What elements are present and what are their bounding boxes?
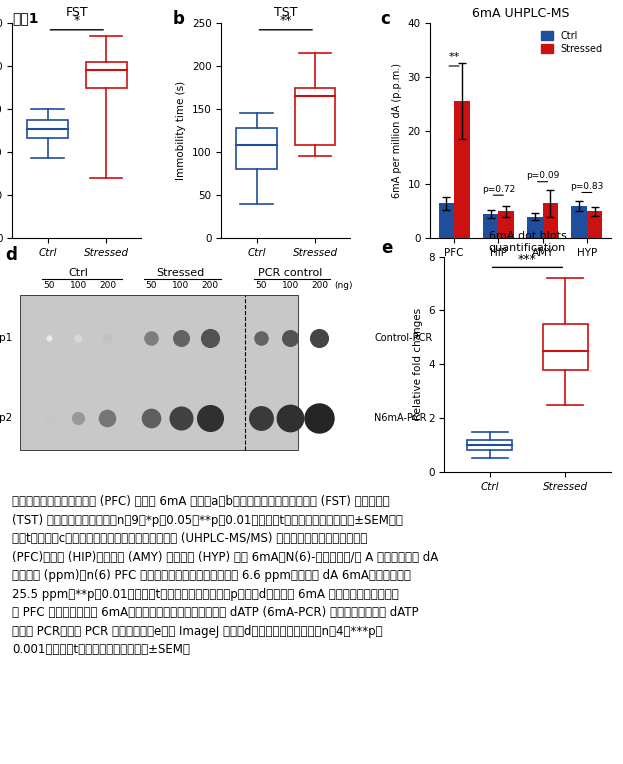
Bar	[498, 212, 514, 238]
Point	[103, 332, 113, 345]
Text: p=0.72: p=0.72	[482, 185, 515, 193]
Text: d: d	[5, 246, 17, 264]
Text: *: *	[74, 15, 80, 28]
Point	[176, 332, 186, 345]
Point	[74, 412, 83, 424]
Text: 100: 100	[282, 281, 299, 290]
Text: TST: TST	[274, 5, 298, 18]
Bar	[454, 101, 470, 238]
Text: 慢性压力在小鼠前额叶皮层 (PFC) 中诱导 6mA 积累。a，b慢性压力导致强迫游泳试验 (FST) 和悬尾试验
(TST) 中的不动时间增加。（n＝9；*p: 慢性压力在小鼠前额叶皮层 (PFC) 中诱导 6mA 积累。a，b慢性压力导致强…	[12, 496, 439, 656]
Text: e: e	[381, 239, 392, 257]
Point	[315, 412, 325, 424]
Bar	[587, 212, 602, 238]
Text: Rep2: Rep2	[0, 413, 12, 423]
Text: **: **	[280, 15, 292, 28]
Title: 6mA UHPLC-MS: 6mA UHPLC-MS	[472, 8, 569, 21]
Y-axis label: 6mA per million dA (p.p.m.): 6mA per million dA (p.p.m.)	[392, 63, 402, 198]
Text: N6mA-PCR: N6mA-PCR	[374, 413, 427, 423]
Title: 6mA dot blots
quantification: 6mA dot blots quantification	[488, 231, 566, 253]
Text: Rep1: Rep1	[0, 333, 12, 344]
Point	[74, 332, 83, 345]
Text: 200: 200	[311, 281, 328, 290]
Bar	[543, 203, 558, 238]
FancyBboxPatch shape	[543, 324, 588, 370]
Point	[315, 332, 325, 345]
Bar	[439, 203, 454, 238]
Legend: Ctrl, Stressed: Ctrl, Stressed	[538, 28, 606, 57]
Text: **: **	[449, 52, 460, 62]
Text: (ng): (ng)	[334, 281, 353, 290]
Text: c: c	[380, 10, 390, 28]
Text: ***: ***	[518, 253, 537, 266]
Point	[146, 332, 156, 345]
Text: Ctrl: Ctrl	[69, 268, 88, 278]
Text: 200: 200	[201, 281, 219, 290]
Point	[146, 412, 156, 424]
Text: 50: 50	[43, 281, 55, 290]
Point	[256, 332, 266, 345]
Y-axis label: Relative fold changes: Relative fold changes	[412, 308, 422, 420]
FancyBboxPatch shape	[85, 62, 126, 88]
Text: p=0.09: p=0.09	[526, 171, 559, 180]
Bar	[483, 214, 498, 238]
Point	[256, 412, 266, 424]
Text: 50: 50	[255, 281, 267, 290]
Text: b: b	[173, 10, 184, 28]
Text: p=0.83: p=0.83	[570, 182, 604, 191]
Text: 100: 100	[70, 281, 87, 290]
Y-axis label: Immobility time (s): Immobility time (s)	[176, 81, 186, 180]
Text: FST: FST	[65, 5, 88, 18]
Point	[44, 332, 54, 345]
FancyBboxPatch shape	[467, 439, 512, 451]
Text: 50: 50	[146, 281, 157, 290]
Text: 200: 200	[99, 281, 116, 290]
Text: 100: 100	[172, 281, 189, 290]
FancyBboxPatch shape	[27, 120, 68, 138]
Point	[176, 412, 186, 424]
Point	[44, 412, 54, 424]
Point	[285, 412, 295, 424]
Text: PCR control: PCR control	[258, 268, 323, 278]
Point	[103, 412, 113, 424]
Text: 图。1: 图。1	[12, 11, 39, 25]
FancyBboxPatch shape	[236, 128, 277, 170]
Bar	[571, 206, 587, 238]
Text: Stressed: Stressed	[156, 268, 205, 278]
Bar	[527, 217, 543, 238]
Point	[285, 332, 295, 345]
FancyBboxPatch shape	[295, 88, 336, 145]
Point	[205, 332, 215, 345]
Point	[205, 412, 215, 424]
Bar	[20, 296, 298, 451]
Text: Control-PCR: Control-PCR	[374, 333, 432, 344]
